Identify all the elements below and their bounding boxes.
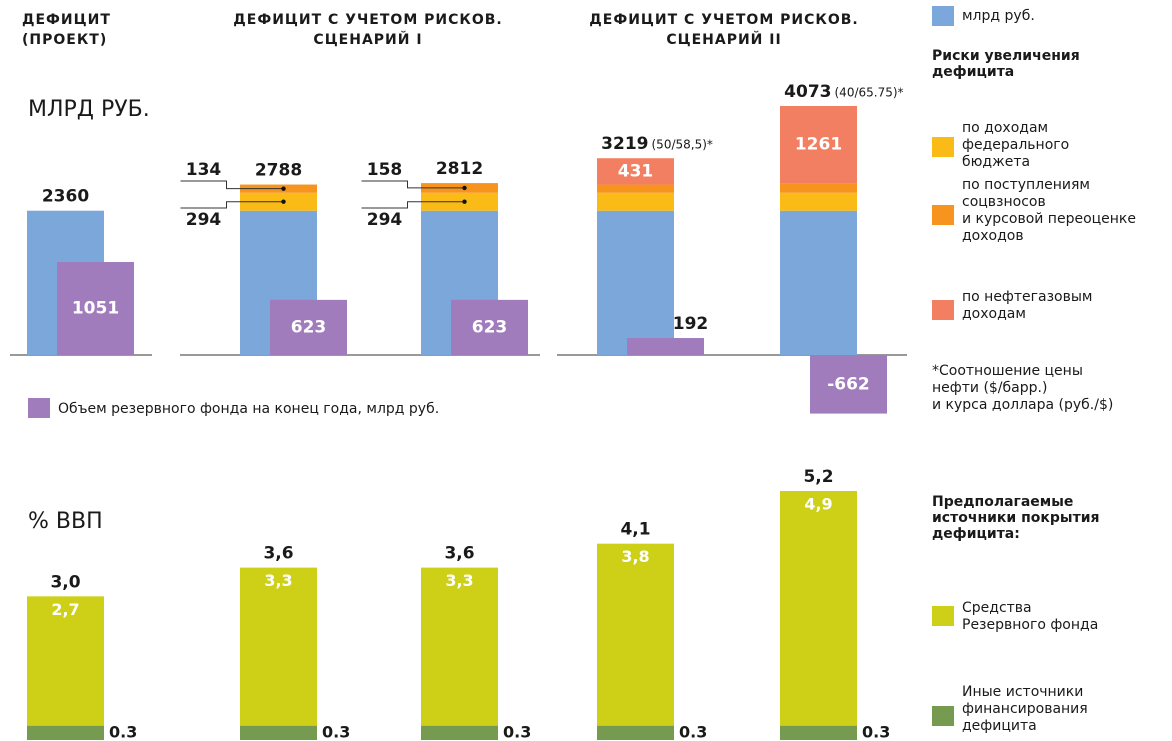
- reserve-bar: [627, 338, 704, 355]
- legend-swatch: [932, 706, 954, 726]
- legend-label: Иные источники финансирования дефицита: [962, 684, 1088, 734]
- bar-segment: [597, 210, 674, 355]
- bar-segment: [597, 543, 674, 726]
- legend-swatch: [932, 606, 954, 626]
- bar-segment: [597, 184, 674, 193]
- total-note: (50/58,5)*: [652, 138, 713, 152]
- bar-segment: [780, 491, 857, 726]
- segment-label: 4,9: [804, 495, 832, 514]
- legend-title: Предполагаемые источники покрытия дефицита…: [932, 494, 1100, 542]
- total-note: (40/65.75)*: [835, 86, 904, 100]
- segment-label: 3,3: [445, 571, 473, 590]
- legend-swatch: [932, 205, 954, 225]
- reserve-label: -662: [827, 374, 870, 394]
- total-label: 2788: [255, 161, 302, 181]
- legend-swatch: [28, 398, 50, 418]
- legend-label: млрд руб.: [962, 8, 1035, 24]
- total-label: 3219: [601, 134, 648, 154]
- segment-label: 0.3: [109, 723, 137, 741]
- total-label: 3,6: [263, 544, 293, 564]
- bar-segment: [780, 725, 857, 740]
- column-header: СЦЕНАРИЙ I: [313, 31, 422, 48]
- segment-label: 294: [186, 210, 222, 230]
- leader-dot: [462, 199, 467, 204]
- legend-label: Объем резервного фонда на конец года, мл…: [58, 401, 439, 417]
- leader-line: [361, 180, 465, 189]
- total-label: 3,6: [444, 544, 474, 564]
- legend-label: по поступлениям соцвзносов и курсовой пере…: [962, 177, 1136, 244]
- bar-segment: [780, 192, 857, 211]
- total-label: 5,2: [803, 467, 833, 487]
- bar-segment: [597, 158, 674, 185]
- total-label: 2360: [42, 187, 89, 207]
- bar-segment: [421, 725, 498, 740]
- bar-segment: [27, 596, 104, 726]
- legend-title: Риски увеличения дефицита: [932, 48, 1080, 80]
- bar-segment: [780, 210, 857, 355]
- reserve-bar: [57, 262, 134, 355]
- column-header: СЦЕНАРИЙ II: [666, 31, 781, 48]
- reserve-bar: [451, 299, 528, 355]
- segment-label: 294: [367, 210, 403, 230]
- segment-label: 158: [367, 160, 403, 180]
- segment-label: 0.3: [503, 723, 531, 741]
- leader-dot: [462, 185, 467, 191]
- total-label: 2812: [436, 159, 483, 179]
- total-label: 4,1: [620, 520, 650, 540]
- legend-swatch: [932, 6, 954, 26]
- reserve-bar: [270, 299, 347, 355]
- column-header: ДЕФИЦИТ С УЧЕТОМ РИСКОВ.: [589, 12, 858, 28]
- legend-swatch: [932, 300, 954, 320]
- bar-segment: [780, 106, 857, 184]
- segment-label: 134: [186, 160, 222, 180]
- legend-swatch: [932, 137, 954, 157]
- chart-title: МЛРД РУБ.: [28, 97, 150, 122]
- column-header: ДЕФИЦИТ С УЧЕТОМ РИСКОВ.: [233, 12, 502, 28]
- reserve-label: 192: [673, 314, 709, 334]
- bar-segment: [27, 725, 104, 740]
- legend-label: по доходам федерального бюджета: [962, 120, 1069, 170]
- column-header: (ПРОЕКТ): [22, 32, 107, 48]
- reserve-label: 623: [472, 317, 508, 337]
- total-label: 3,0: [50, 572, 80, 592]
- leader-line: [180, 201, 284, 209]
- bar-segment: [240, 725, 317, 740]
- legend-label: Средства Резервного фонда: [962, 600, 1098, 633]
- segment-label: 0.3: [322, 723, 350, 741]
- segment-label: 0.3: [679, 723, 707, 741]
- leader-dot: [281, 186, 286, 191]
- segment-label: 3,3: [264, 571, 292, 590]
- bar-segment: [240, 567, 317, 726]
- bar-segment: [780, 183, 857, 193]
- leader-line: [180, 180, 284, 190]
- segment-label: 0.3: [862, 723, 890, 741]
- segment-label: 1261: [795, 135, 842, 155]
- chart-title: % ВВП: [28, 509, 103, 534]
- reserve-label: 1051: [72, 299, 119, 319]
- bar-segment: [597, 192, 674, 211]
- segment-label: 2,7: [51, 600, 79, 619]
- total-label: 4073: [784, 82, 831, 102]
- bar-segment: [421, 567, 498, 726]
- column-header: ДЕФИЦИТ: [22, 12, 111, 28]
- leader-line: [361, 201, 465, 209]
- reserve-label: 623: [291, 317, 327, 337]
- legend-label: по нефтегазовым доходам: [962, 289, 1092, 322]
- bar-segment: [597, 725, 674, 740]
- leader-dot: [281, 199, 286, 204]
- footnote: *Соотношение цены нефти ($/барр.) и курса …: [932, 363, 1113, 413]
- segment-label: 431: [618, 161, 654, 181]
- reserve-bar: [810, 355, 887, 414]
- segment-label: 3,8: [621, 547, 649, 566]
